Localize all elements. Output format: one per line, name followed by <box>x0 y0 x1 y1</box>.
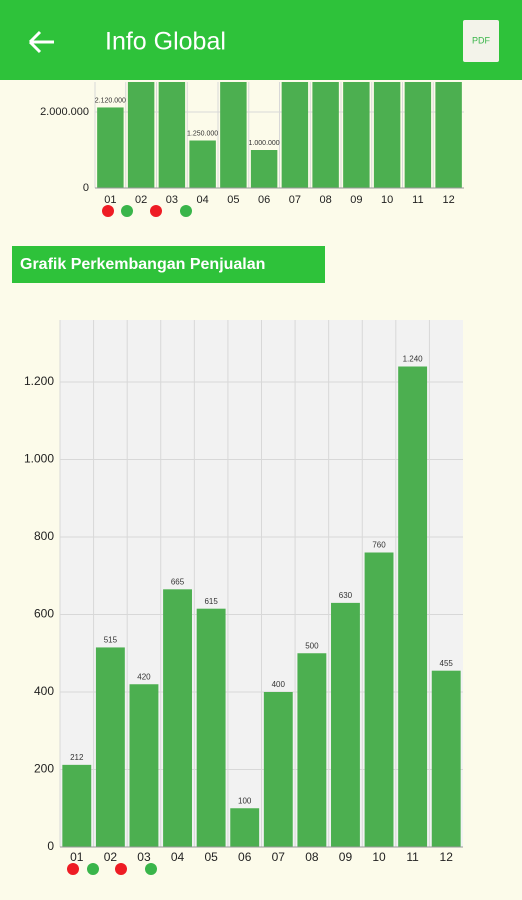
value-label: 420 <box>137 672 151 681</box>
section-header <box>12 246 325 283</box>
x-tick-label: 05 <box>227 194 239 206</box>
back-button[interactable] <box>28 30 54 54</box>
x-tick-label: 10 <box>372 850 386 864</box>
dot <box>102 205 114 217</box>
value-label: 1.000.000 <box>249 140 280 147</box>
value-label: 665 <box>171 577 185 586</box>
y-tick-label: 600 <box>34 607 54 621</box>
dot <box>87 863 99 875</box>
chart: 2125154206656151004005006307601.24045502… <box>24 320 463 864</box>
bar <box>163 589 192 847</box>
plot: 212 515 420 665 615 100 400 500 630 760 1.240 455 <box>59 320 463 848</box>
bar <box>343 82 370 188</box>
x-tick-label: 05 <box>204 850 218 864</box>
bar <box>263 692 293 847</box>
x-tick-label: 07 <box>272 850 286 864</box>
bar <box>196 608 226 847</box>
dot <box>180 205 192 217</box>
bar <box>189 140 216 188</box>
bar <box>220 82 247 188</box>
value-label: 1.250.000 <box>187 130 218 137</box>
bar <box>364 552 394 847</box>
x-tick-label: 11 <box>406 850 419 864</box>
y-tick-label: 200 <box>34 762 54 776</box>
y-tick-label: 0 <box>47 839 54 853</box>
indicator-dots <box>67 205 192 875</box>
y-tick-label: 400 <box>34 684 54 698</box>
y-tick-label: 800 <box>34 529 54 543</box>
x-tick-label: 06 <box>258 194 270 206</box>
y-tick-label: 2.000.000 <box>40 106 89 118</box>
x-tick-label: 01 <box>104 194 116 206</box>
value-label: 1.240 <box>403 355 424 364</box>
value-label: 615 <box>204 597 218 606</box>
x-tick-label: 12 <box>443 194 455 206</box>
chart: 2.120.000 1.250.000 1.000.000 0 2.000.000 01 0… <box>40 82 464 206</box>
bar <box>95 647 125 847</box>
bar <box>435 82 462 188</box>
x-tick-label: 11 <box>412 194 423 206</box>
value-label: 212 <box>70 753 84 762</box>
app-bar <box>0 0 522 80</box>
x-tick-label: 03 <box>137 850 151 864</box>
y-tick-label: 1.000 <box>24 452 54 466</box>
pdf-icon <box>463 20 499 62</box>
bar <box>312 82 339 188</box>
dot <box>150 205 162 217</box>
bar <box>127 82 155 188</box>
x-tick-label: 03 <box>166 194 178 206</box>
value-label: 100 <box>238 796 252 805</box>
bar <box>158 82 186 188</box>
dot <box>145 863 157 875</box>
bar <box>62 764 92 847</box>
value-label: 630 <box>339 591 353 600</box>
bar <box>373 82 401 188</box>
bar <box>297 653 327 847</box>
x-tick-label: 02 <box>104 850 118 864</box>
x-tick-label: 09 <box>339 850 353 864</box>
bar <box>250 150 278 188</box>
pdf-button[interactable]: PDF <box>463 20 499 62</box>
x-tick-label: 02 <box>135 194 147 206</box>
x-tick-label: 06 <box>238 850 252 864</box>
value-label: 455 <box>440 659 454 668</box>
plot: 2.120.000 1.250.000 1.000.000 <box>94 82 464 189</box>
pdf-label: PDF <box>472 35 491 45</box>
x-tick-label: 09 <box>350 194 362 206</box>
dot <box>121 205 133 217</box>
x-tick-label: 04 <box>197 194 209 206</box>
x-tick-label: 04 <box>171 850 185 864</box>
dot <box>115 863 127 875</box>
value-label: 2.120.000 <box>95 97 126 104</box>
bar <box>404 82 432 188</box>
y-tick-label: 1.200 <box>24 374 54 388</box>
bar <box>281 82 309 188</box>
app-title: Info Global <box>105 28 226 56</box>
x-tick-label: 12 <box>440 850 454 864</box>
value-label: 515 <box>104 636 118 645</box>
value-label: 400 <box>272 680 286 689</box>
bar <box>230 808 260 847</box>
bar <box>331 602 360 847</box>
y-tick-label: 0 <box>83 182 89 194</box>
bar <box>97 107 124 188</box>
value-label: 500 <box>305 641 319 650</box>
bar <box>129 684 159 847</box>
x-tick-label: 07 <box>289 194 301 206</box>
dot <box>67 863 79 875</box>
x-tick-label: 01 <box>70 850 84 864</box>
x-tick-label: 08 <box>320 194 332 206</box>
value-label: 760 <box>372 541 386 550</box>
bar <box>431 670 461 847</box>
section-title: Grafik Perkembangan Penjualan <box>20 256 265 273</box>
bar <box>398 366 428 847</box>
x-tick-label: 10 <box>381 194 393 206</box>
x-tick-label: 08 <box>305 850 319 864</box>
